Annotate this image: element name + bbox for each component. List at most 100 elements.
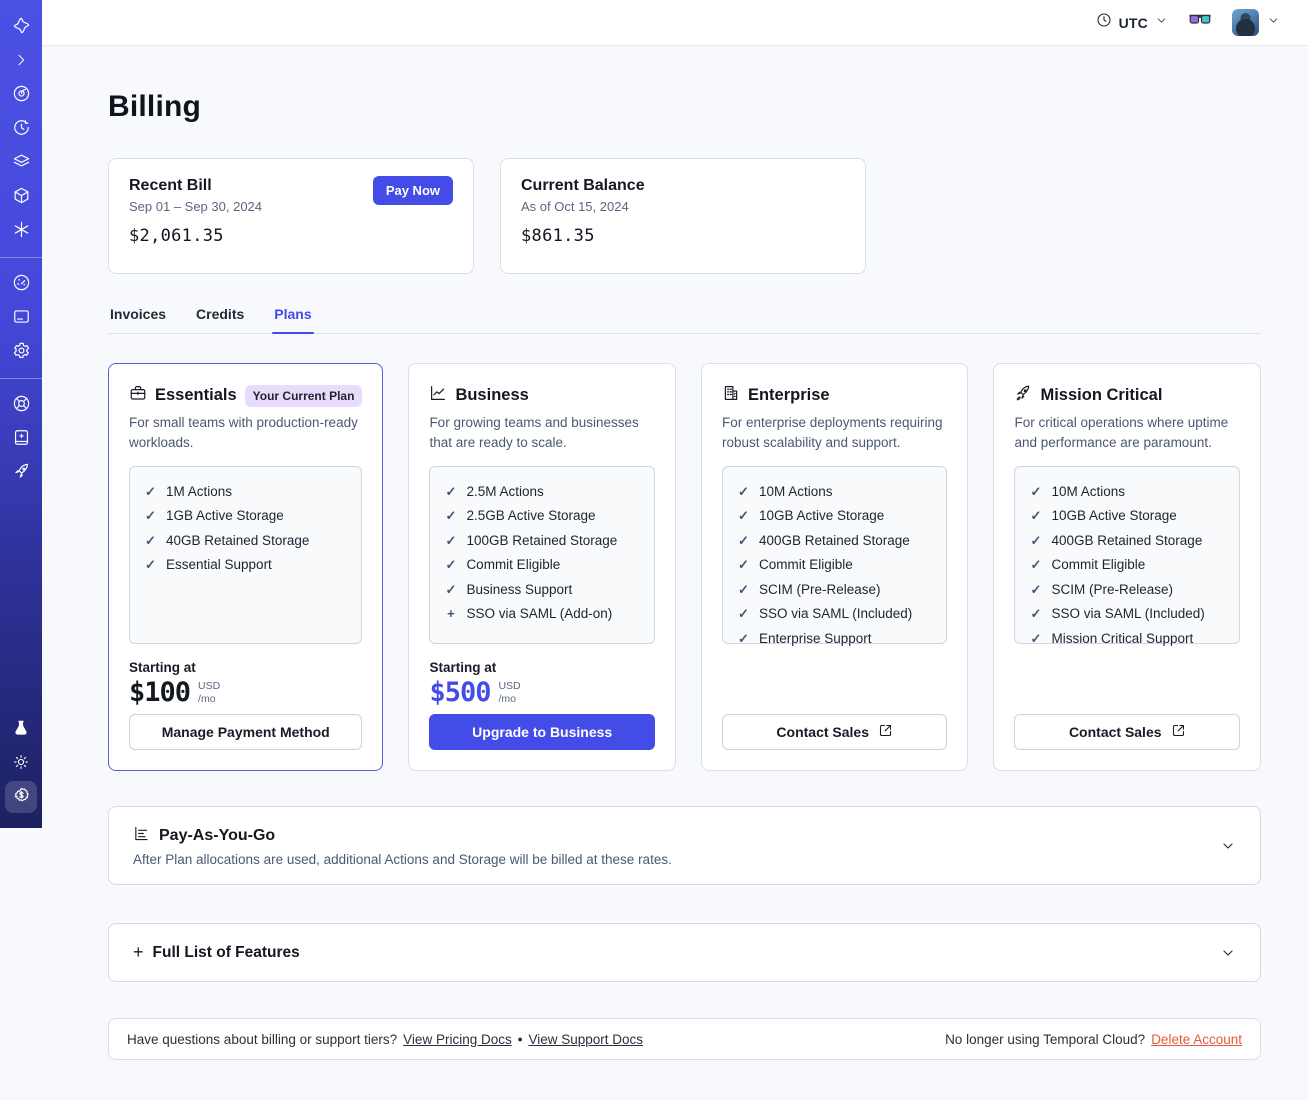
dot-separator: • [517,1031,523,1047]
upgrade-to-business-button[interactable]: Upgrade to Business [429,714,655,750]
feature-item: ✓ 40GB Retained Storage [145,532,310,548]
temporal-logo-icon [12,16,31,38]
plan-description: For critical operations where uptime and… [1014,415,1229,451]
feature-item: ✓ Essential Support [145,557,272,572]
timezone-selector[interactable]: UTC [1096,12,1168,33]
lifebuoy-icon [12,394,31,416]
contact-sales-button[interactable]: Contact Sales [1014,714,1240,750]
sidebar-item-settings[interactable] [5,336,37,368]
view-support-docs-link[interactable]: View Support Docs [528,1031,644,1047]
feature-item: + SSO via SAML (Add-on) [447,606,613,621]
plan-card-enterprise: Enterprise For enterprise deployments re… [700,363,969,771]
billing-tabs: Invoices Credits Plans [108,306,1261,334]
plan-name: Essentials [155,386,237,404]
manage-payment-method-button[interactable]: Manage Payment Method [129,714,363,750]
view-pricing-docs-link[interactable]: View Pricing Docs [403,1031,512,1047]
gauge-icon [12,273,31,295]
footer-question: Have questions about billing or support … [127,1031,398,1047]
price-block: Starting at $100 USD/mo [129,659,221,708]
summary-row: Recent Bill Sep 01 – Sep 30, 2024 $2,061… [108,158,1261,274]
sidebar-item-home[interactable] [5,11,37,43]
chevron-down-icon [1267,14,1280,32]
sidebar-item-billing-card[interactable] [5,302,37,334]
feature-item: ✓ 1GB Active Storage [145,508,284,523]
feature-item: ✓ 100GB Retained Storage [445,532,618,548]
feature-item: ✓ Mission Critical Support [1030,630,1194,646]
cube-icon [12,186,31,208]
sidebar-item-theme[interactable] [5,747,37,779]
sidebar-item-docs[interactable] [5,423,37,455]
sidebar-divider [0,378,42,379]
external-link-icon [1171,723,1186,741]
sidebar-item-layers[interactable] [5,147,37,179]
feature-item: ✓ 1M Actions [145,483,233,499]
plans-grid: Essentials Your Current Plan For small t… [108,363,1261,771]
current-balance-amount: $861.35 [521,226,595,246]
sidebar-item-usage[interactable] [5,268,37,300]
plus-icon: + [133,942,144,962]
feature-box: ✓ 10M Actions ✓ 10GB Active Storage ✓ 400GB… [721,465,948,646]
plan-card-mission-critical: Mission Critical For critical operations… [993,363,1261,771]
full-features-title: Full List of Features [152,943,300,961]
sidebar-item-namespaces[interactable] [5,79,37,111]
plan-name: Mission Critical [1040,386,1163,404]
rocket-icon [12,462,31,484]
sidebar-item-schedules[interactable] [5,113,37,145]
tab-invoices[interactable]: Invoices [110,306,167,322]
current-balance-asof: As of Oct 15, 2024 [521,199,629,214]
plan-description: For growing teams and businesses that ar… [429,415,639,451]
building-icon [722,384,740,407]
delete-prompt: No longer using Temporal Cloud? [945,1031,1146,1047]
payg-accordion[interactable]: Pay-As-You-Go After Plan allocations are… [108,806,1261,885]
current-balance-title: Current Balance [521,177,645,194]
feature-item: ✓ SCIM (Pre-Release) [1030,581,1173,597]
recent-bill-title: Recent Bill [129,177,212,194]
feature-item: ✓ 10GB Active Storage [738,508,885,523]
briefcase-icon [129,384,147,407]
schedule-clock-icon [12,118,31,140]
feature-item: ✓ Commit Eligible [445,557,561,572]
sidebar-item-batch[interactable] [5,215,37,247]
payg-description: After Plan allocations are used, additio… [133,851,672,867]
feature-item: ✓ 10M Actions [738,483,833,499]
feature-item: ✓ 10GB Active Storage [1030,508,1177,523]
recent-bill-card: Recent Bill Sep 01 – Sep 30, 2024 $2,061… [108,158,474,274]
footer-card: Have questions about billing or support … [108,1018,1261,1060]
feature-item: ✓ 2.5GB Active Storage [445,508,596,523]
sidebar-item-getting-started[interactable] [5,457,37,489]
tab-credits[interactable]: Credits [196,306,245,322]
flask-icon [12,719,30,740]
asterisk-icon [12,220,31,242]
feature-item: ✓ Commit Eligible [1030,557,1146,572]
rocket-icon [1014,384,1032,407]
contact-sales-button[interactable]: Contact Sales [721,714,948,750]
sidebar-item-deployments[interactable] [5,181,37,213]
feature-item: ✓ 10M Actions [1030,483,1126,499]
gear-icon [12,341,31,363]
sidebar-item-billing[interactable] [5,781,37,813]
feature-box: ✓ 10M Actions ✓ 10GB Active Storage ✓ 400GB… [1014,465,1240,646]
pay-now-button[interactable]: Pay Now [372,176,453,205]
full-features-accordion[interactable]: + Full List of Features [108,923,1261,982]
feedback-glasses-button[interactable] [1188,11,1212,34]
chevron-right-icon [13,52,29,71]
user-menu[interactable] [1232,9,1280,36]
feature-box: ✓ 1M Actions ✓ 1GB Active Storage ✓ 40GB Re… [129,465,363,644]
feature-box: ✓ 2.5M Actions ✓ 2.5GB Active Storage ✓ 100… [429,465,655,644]
current-balance-card: Current Balance As of Oct 15, 2024 $861.… [500,158,866,274]
line-chart-icon [429,384,447,407]
glasses-icon [1188,11,1212,34]
clock-icon [1096,12,1112,33]
sidebar-item-expand[interactable] [5,45,37,77]
sidebar-item-support[interactable] [5,389,37,421]
current-plan-badge: Your Current Plan [244,384,363,407]
dollar-coin-icon [12,786,31,808]
sidebar-divider [0,257,42,258]
plan-card-essentials: Essentials Your Current Plan For small t… [108,363,384,771]
feature-item: ✓ SSO via SAML (Included) [738,606,913,621]
page-title: Billing [108,90,202,123]
delete-account-link[interactable]: Delete Account [1151,1031,1242,1047]
sidebar-item-labs[interactable] [5,713,37,745]
feature-item: ✓ 400GB Retained Storage [1030,532,1203,548]
tab-plans[interactable]: Plans [272,306,314,334]
